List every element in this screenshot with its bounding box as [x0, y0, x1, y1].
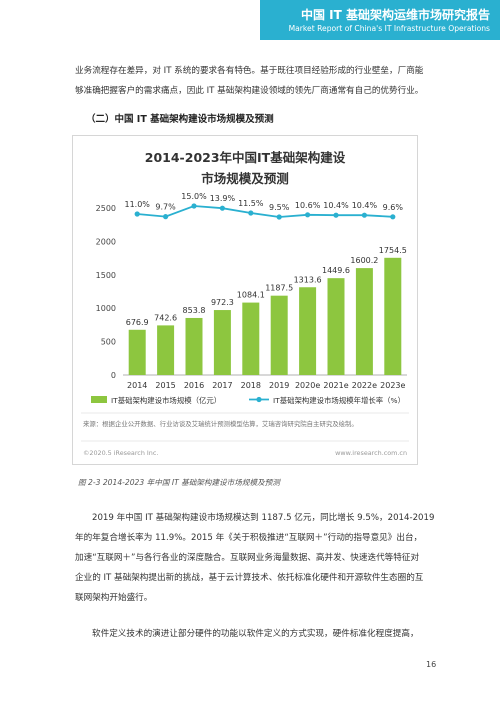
body-line-1: 2019 年中国 IT 基础架构建设市场规模达到 1187.5 亿元，同比增长 … — [92, 513, 435, 523]
bar-2019 — [270, 295, 288, 375]
chart-footer-left: ©2020.5 iResearch Inc. — [83, 449, 158, 457]
growth-rate-point-2019 — [276, 214, 282, 220]
x-tick-label: 2015 — [155, 381, 175, 390]
chart-title-line-1: 2014-2023年中国IT基础架构建设 — [145, 150, 346, 165]
growth-rate-label: 9.5% — [269, 203, 290, 212]
page-number: 16 — [426, 660, 437, 669]
bar-value-label: 1600.2 — [350, 256, 378, 265]
x-tick-label: 2018 — [241, 381, 261, 390]
y-tick-label: 1000 — [96, 304, 116, 313]
figure-caption: 图 2-3 2014-2023 年中国 IT 基础架构建设市场规模及预测 — [78, 478, 280, 487]
growth-rate-point-2017 — [219, 205, 225, 211]
bar-value-label: 1449.6 — [322, 266, 350, 275]
chart-svg: 2014-2023年中国IT基础架构建设 市场规模及预测 0 500 1000 150… — [81, 150, 409, 457]
y-tick-label: 0 — [111, 371, 116, 380]
x-tick-label: 2019 — [269, 381, 289, 390]
bar-2023e — [384, 257, 402, 375]
bar-2022e — [355, 268, 373, 375]
body-line-4: 企业的 IT 基础架构提出新的挑战，基于云计算技术、依托标准化硬件和开源软件生态… — [75, 573, 424, 583]
x-tick-label: 2017 — [212, 381, 232, 390]
growth-rate-point-2015 — [163, 214, 169, 220]
legend-line-label: IT基础架构建设市场规模年增长率（%） — [273, 396, 405, 405]
bar-2015 — [157, 325, 175, 375]
growth-rate-point-2022e — [361, 212, 367, 218]
intro-line-2: 够准确把握客户的需求痛点，因此 IT 基础架构建设领域的领先厂商通常有自己的优势… — [75, 86, 424, 96]
bar-2017 — [213, 310, 231, 375]
x-tick-label: 2016 — [184, 381, 204, 390]
growth-rate-label: 11.5% — [238, 199, 264, 208]
chart-container: 2014-2023年中国IT基础架构建设 市场规模及预测 0 500 1000 150… — [72, 135, 418, 465]
growth-rate-label: 9.6% — [383, 203, 404, 212]
body-line-5: 联网架构开始盛行。 — [75, 593, 153, 603]
growth-rate-point-2014 — [134, 211, 140, 217]
bar-2018 — [242, 302, 260, 375]
x-tick-label: 2020e — [295, 381, 320, 390]
growth-rate-line — [137, 205, 393, 218]
bar-value-label: 972.3 — [211, 298, 234, 307]
growth-rate-point-2021e — [333, 212, 339, 218]
chart-footer-right: www.iresearch.com.cn — [335, 449, 407, 457]
header-subtitle: Market Report of China's IT Infrastructu… — [288, 24, 490, 33]
growth-rate-label: 10.4% — [323, 201, 349, 210]
body-line-3: 加速“互联网＋”与各行各业的深度融合。互联网业务海量数据、高并发、快速迭代等特征… — [75, 553, 420, 563]
bar-value-label: 742.6 — [154, 313, 177, 322]
body-line-2: 年的年复合增长率为 11.9%。2015 年《关于积极推进“互联网＋”行动的指导… — [75, 533, 423, 543]
bar-value-label: 676.9 — [126, 318, 149, 327]
bar-value-label: 1084.1 — [237, 291, 265, 300]
section-heading: （二）中国 IT 基础架构建设市场规模及预测 — [86, 114, 274, 125]
bar-2014 — [128, 329, 146, 375]
growth-rate-point-2016 — [191, 203, 197, 209]
y-tick-label: 1500 — [96, 271, 116, 280]
bar-value-label: 1187.5 — [265, 284, 293, 293]
header-bar: 中国 IT 基础架构运维市场研究报告 Market Report of Chin… — [260, 0, 500, 40]
chart-title-line-2: 市场规模及预测 — [201, 171, 289, 186]
y-tick-label: 2500 — [96, 204, 116, 213]
x-tick-label: 2014 — [127, 381, 147, 390]
y-tick-label: 500 — [101, 338, 116, 347]
legend-bar-label: IT基础架构建设市场规模（亿元） — [111, 396, 221, 405]
bar-value-label: 853.8 — [183, 306, 206, 315]
bar-2016 — [185, 317, 203, 375]
bar-2020e — [299, 287, 317, 375]
growth-rate-point-2020e — [305, 212, 311, 218]
growth-rate-label: 9.7% — [155, 203, 176, 212]
bar-value-label: 1754.5 — [379, 246, 407, 255]
growth-rate-label: 10.4% — [352, 201, 378, 210]
x-tick-label: 2021e — [323, 381, 348, 390]
header-title: 中国 IT 基础架构运维市场研究报告 — [300, 8, 490, 22]
x-tick-label: 2023e — [380, 381, 405, 390]
chart-source-note: 来源：根据企业公开数据、行业访谈及艾瑞统计预测模型估算，艾瑞咨询研究院自主研究及… — [83, 419, 358, 428]
body-line-6: 软件定义技术的演进让部分硬件的功能以软件定义的方式实现，硬件标准化程度提高， — [92, 629, 419, 639]
y-tick-label: 2000 — [96, 237, 116, 246]
growth-rate-point-2018 — [248, 210, 254, 216]
x-tick-label: 2022e — [352, 381, 377, 390]
legend-bar-swatch — [91, 396, 107, 403]
growth-rate-label: 13.9% — [210, 194, 236, 203]
growth-rate-point-2023e — [390, 214, 396, 220]
growth-rate-label: 15.0% — [181, 192, 207, 201]
intro-line-1: 业务流程存在差异，对 IT 系统的要求各有特色。基于既往项目经验形成的行业壁垒，… — [75, 66, 424, 76]
bar-2021e — [327, 278, 345, 375]
legend-line-marker — [256, 396, 262, 403]
bar-value-label: 1313.6 — [294, 275, 322, 284]
growth-rate-label: 11.0% — [124, 200, 150, 209]
growth-rate-label: 10.6% — [295, 201, 321, 210]
